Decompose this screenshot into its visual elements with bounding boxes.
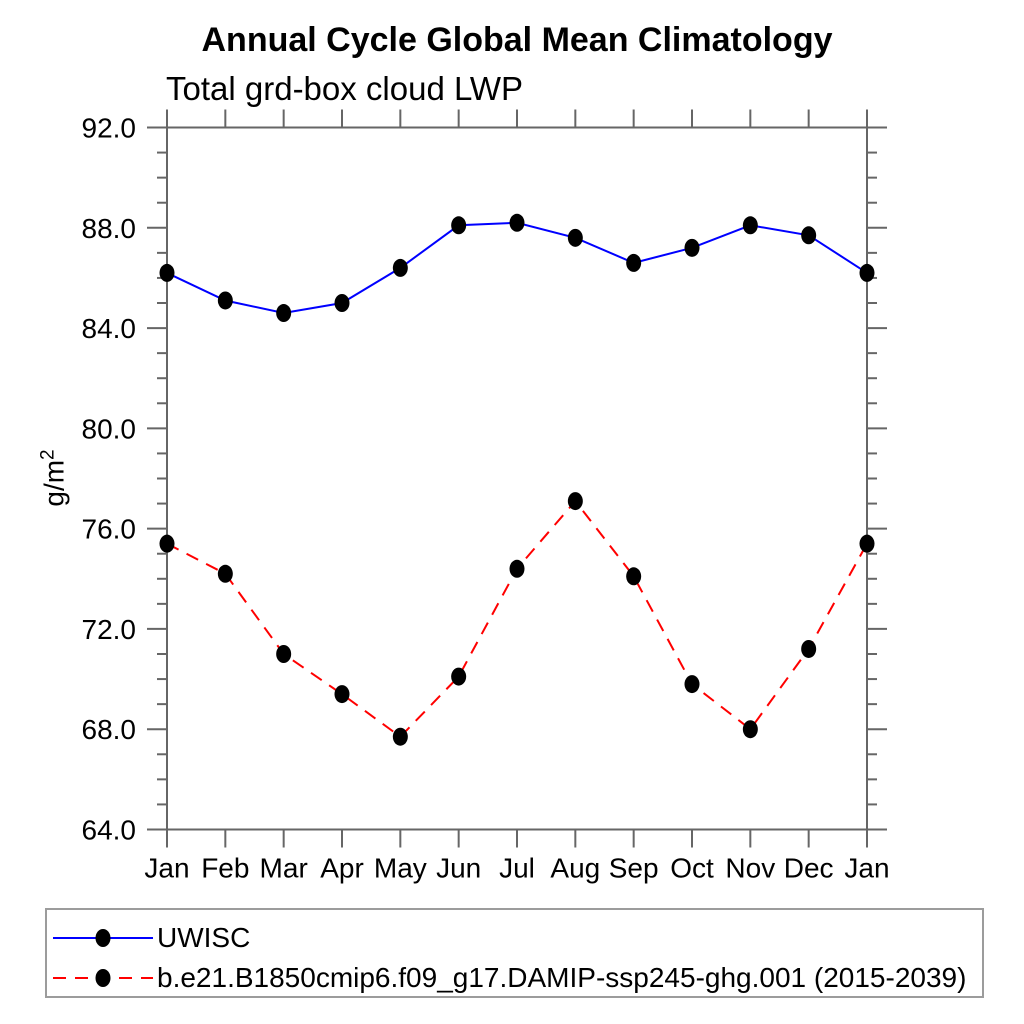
data-point-marker xyxy=(276,645,292,663)
data-point-marker xyxy=(451,667,467,686)
month-label: Jul xyxy=(499,853,535,884)
chart-title: Annual Cycle Global Mean Climatology xyxy=(201,21,833,59)
y-tick-label: 88.0 xyxy=(82,213,137,244)
data-point-marker xyxy=(742,720,758,739)
legend-entry-model: b.e21.B1850cmip6.f09_g17.DAMIP-ssp245-gh… xyxy=(51,958,966,998)
month-label: Sep xyxy=(609,853,659,884)
data-point-marker xyxy=(567,492,583,511)
month-label: Apr xyxy=(320,853,364,884)
data-point-marker xyxy=(567,228,583,247)
data-point-marker xyxy=(684,675,700,694)
legend-sample-dashed-line xyxy=(53,969,153,987)
data-point-marker xyxy=(626,567,642,586)
month-label: Jun xyxy=(436,853,481,884)
legend-marker-dot xyxy=(95,929,111,947)
data-point-marker xyxy=(276,304,292,323)
month-label: Jan xyxy=(844,853,889,884)
month-label: Dec xyxy=(784,853,834,884)
y-tick-label: 76.0 xyxy=(82,514,137,545)
data-point-marker xyxy=(217,564,233,583)
month-label: Oct xyxy=(670,853,714,884)
month-label: Nov xyxy=(725,853,775,884)
legend-marker-dot xyxy=(95,969,111,987)
month-label: Feb xyxy=(201,853,249,884)
legend-entry-uwisc: UWISC xyxy=(51,918,250,958)
data-point-marker xyxy=(509,559,525,578)
data-point-marker xyxy=(684,238,700,257)
y-tick-label: 80.0 xyxy=(82,413,137,444)
data-point-marker xyxy=(392,727,408,746)
data-point-marker xyxy=(217,291,233,310)
month-label: May xyxy=(374,853,427,884)
data-point-marker xyxy=(742,216,758,235)
y-tick-label: 92.0 xyxy=(82,113,137,144)
data-point-marker xyxy=(509,213,525,232)
plot-frame xyxy=(166,126,868,831)
y-tick-label: 84.0 xyxy=(82,313,137,344)
series-line-solid xyxy=(166,221,868,315)
y-tick-label: 72.0 xyxy=(82,614,137,645)
series-line-dashed xyxy=(166,499,868,739)
data-point-marker xyxy=(801,639,817,658)
legend-sample-solid-line xyxy=(53,929,153,947)
legend-label-uwisc: UWISC xyxy=(157,922,251,953)
chart-subtitle: Total grd-box cloud LWP xyxy=(166,70,524,107)
data-point-marker xyxy=(334,685,350,704)
month-label: Mar xyxy=(260,853,308,884)
legend-label-model: b.e21.B1850cmip6.f09_g17.DAMIP-ssp245-gh… xyxy=(157,962,967,993)
data-point-marker xyxy=(801,226,817,245)
y-tick-label: 64.0 xyxy=(82,815,137,846)
data-point-marker xyxy=(334,294,350,312)
data-point-marker xyxy=(626,253,642,272)
y-tick-label: 68.0 xyxy=(82,714,137,745)
legend: UWISC b.e21.B1850cmip6.f09_g17.DAMIP-ssp… xyxy=(45,908,984,998)
data-point-marker xyxy=(159,534,175,553)
data-point-marker xyxy=(159,263,175,282)
data-point-marker xyxy=(392,258,408,277)
month-label: Jan xyxy=(144,853,189,884)
data-point-marker xyxy=(859,534,875,553)
data-point-marker xyxy=(859,263,875,282)
data-point-marker xyxy=(451,216,467,235)
month-label: Aug xyxy=(550,853,600,884)
